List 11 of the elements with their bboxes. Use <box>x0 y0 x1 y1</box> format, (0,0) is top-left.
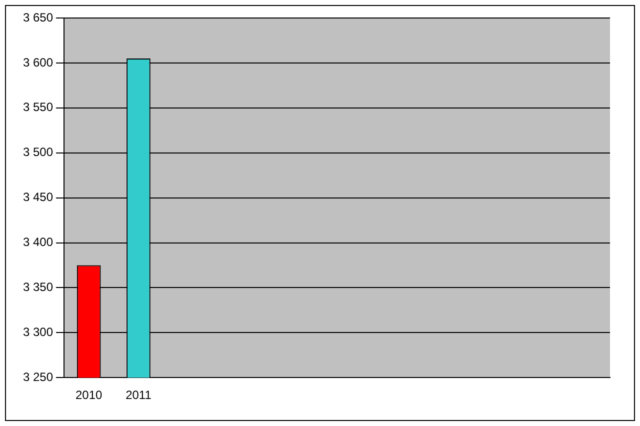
x-tick-label: 2011 <box>126 388 152 402</box>
y-tick-label: 3 300 <box>23 324 54 339</box>
y-tick-label: 3 650 <box>23 10 54 24</box>
y-tick-label: 3 550 <box>23 100 54 114</box>
y-tick-label: 3 400 <box>23 235 54 250</box>
y-tick-label: 3 600 <box>23 55 54 70</box>
y-tick-label: 3 250 <box>23 370 54 384</box>
x-tick-label: 2010 <box>75 388 103 402</box>
y-tick-label: 3 350 <box>23 280 54 294</box>
y-tick-label: 3 450 <box>23 190 54 204</box>
y-tick-label: 3 500 <box>23 145 54 160</box>
